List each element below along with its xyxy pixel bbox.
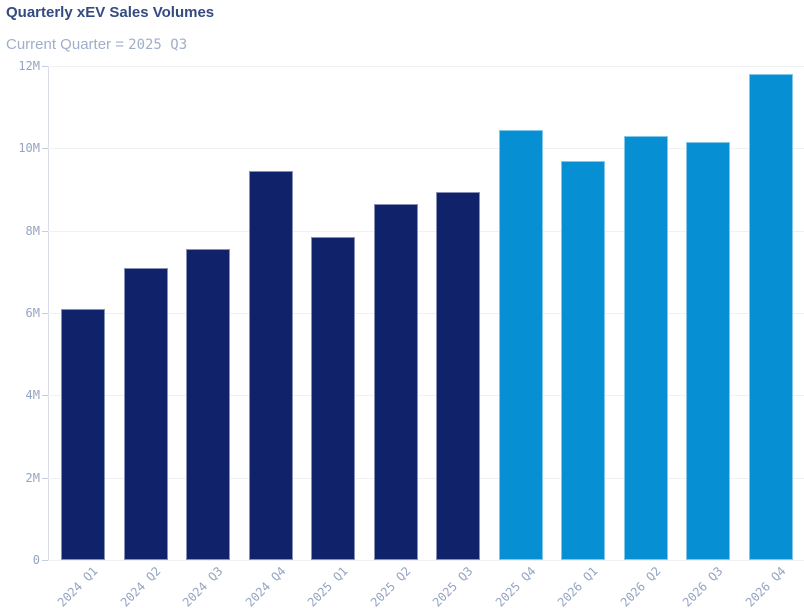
bar-2025-q3[interactable] <box>436 191 480 560</box>
bar-2024-q2[interactable] <box>123 267 168 560</box>
x-tick-label: 2025 Q4 <box>492 564 539 608</box>
gridline-12m <box>48 66 804 67</box>
y-tick-label: 12M <box>18 59 40 73</box>
gridline-0 <box>48 560 804 561</box>
subtitle-label: Current Quarter = <box>6 36 129 53</box>
y-tick-mark <box>42 313 48 314</box>
bar-2024-q3[interactable] <box>186 249 230 560</box>
x-tick-label: 2026 Q3 <box>680 564 726 608</box>
y-tick-label: 8M <box>25 223 40 238</box>
y-tick-label: 0 <box>32 553 40 567</box>
x-tick-label: 2024 Q4 <box>242 564 289 608</box>
gridline-8m <box>48 230 804 232</box>
chart-title: Quarterly xEV Sales Volumes <box>6 4 215 21</box>
plot-area <box>48 66 804 561</box>
subtitle-value: 2025 Q3 <box>128 37 188 53</box>
x-tick-label: 2025 Q2 <box>367 564 414 608</box>
gridline-2m <box>48 477 804 479</box>
y-tick-mark <box>42 560 48 561</box>
bar-2025-q4[interactable] <box>498 129 543 560</box>
y-tick-label: 2M <box>25 470 40 485</box>
bar-2025-q2[interactable] <box>373 203 418 560</box>
y-tick-mark <box>42 66 48 67</box>
y-tick-label: 6M <box>25 306 40 320</box>
gridline-6m <box>48 313 804 314</box>
bar-2026-q3[interactable] <box>686 142 730 560</box>
gridline-4m <box>48 395 804 397</box>
x-tick-label: 2025 Q1 <box>305 564 351 608</box>
y-tick-label: 10M <box>18 141 40 156</box>
y-tick-mark <box>42 148 48 150</box>
bar-2026-q4[interactable] <box>748 74 793 560</box>
y-tick-mark <box>42 230 48 232</box>
x-tick-label: 2024 Q2 <box>117 564 164 608</box>
x-tick-label: 2025 Q3 <box>430 564 476 608</box>
x-tick-label: 2024 Q3 <box>180 564 226 608</box>
x-tick-label: 2026 Q2 <box>617 564 664 608</box>
x-tick-label: 2026 Q4 <box>742 564 789 608</box>
bar-2024-q4[interactable] <box>248 170 293 560</box>
bar-2026-q2[interactable] <box>623 135 668 560</box>
y-tick-mark <box>42 477 48 479</box>
y-tick-mark <box>42 395 48 397</box>
x-tick-label: 2024 Q1 <box>55 564 101 608</box>
x-tick-label: 2026 Q1 <box>555 564 601 608</box>
gridline-10m <box>48 148 804 150</box>
chart-subtitle: Current Quarter = 2025 Q3 <box>6 36 187 53</box>
bar-2025-q1[interactable] <box>311 236 355 560</box>
y-tick-label: 4M <box>25 388 40 403</box>
bar-2024-q1[interactable] <box>61 308 105 560</box>
bar-2026-q1[interactable] <box>561 160 605 560</box>
